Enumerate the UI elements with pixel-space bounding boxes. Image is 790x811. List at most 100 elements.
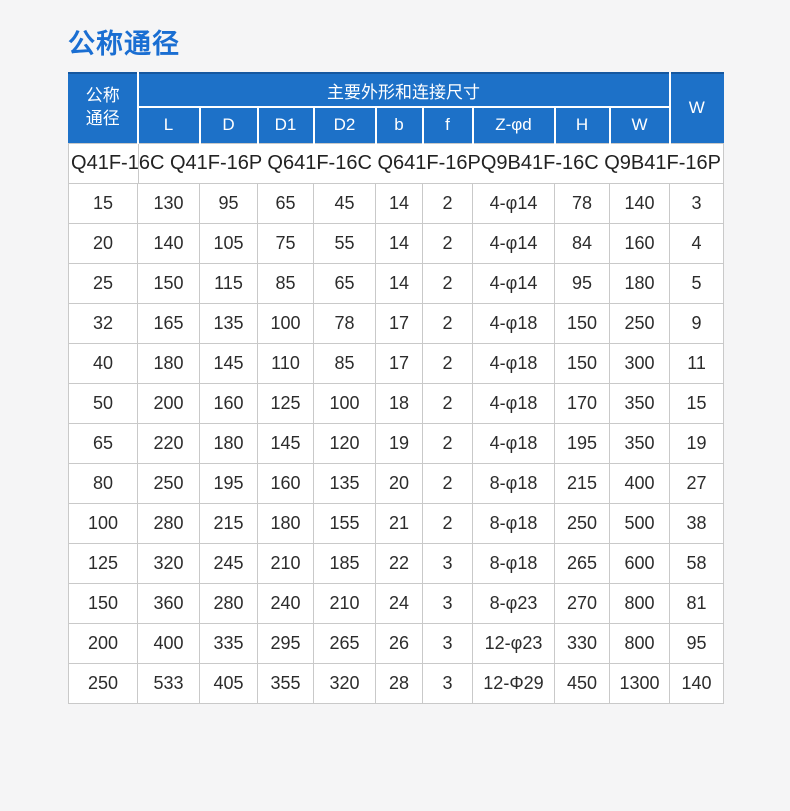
- cell-dn: 15: [68, 182, 138, 224]
- cell-w-outer: 19: [669, 422, 725, 464]
- cell-w-outer: 15: [669, 382, 725, 424]
- cell-h: 250: [554, 502, 610, 544]
- cell-d1: 75: [257, 222, 314, 264]
- cell-h: 265: [554, 542, 610, 584]
- cell-b: 19: [375, 422, 423, 464]
- model-row: Q41F-16C Q41F-16P Q641F-16C Q641F-16PQ9B…: [67, 142, 725, 184]
- col-header-w-outer: W: [668, 72, 725, 144]
- cell-h: 78: [554, 182, 610, 224]
- cell-b: 21: [375, 502, 423, 544]
- cell-d1: 180: [257, 502, 314, 544]
- cell-w-outer: 4: [669, 222, 725, 264]
- cell-d2: 135: [313, 462, 376, 504]
- cell-w: 600: [608, 542, 671, 584]
- cell-d2: 65: [313, 262, 376, 304]
- cell-z-phi-d: 4-φ14: [472, 182, 555, 224]
- cell-b: 14: [375, 182, 423, 224]
- cell-d1: 295: [257, 622, 314, 664]
- cell-dn: 250: [68, 662, 138, 704]
- table-row: 200 400 335 295 265 26 3 12-φ23 330 800 95: [68, 622, 725, 664]
- cell-w-outer: 27: [669, 462, 725, 504]
- cell-dn: 200: [68, 622, 138, 664]
- cell-w: 140: [608, 182, 671, 224]
- cell-h: 450: [554, 662, 610, 704]
- model-list: Q41F-16C Q41F-16P Q641F-16C Q641F-16PQ9B…: [67, 142, 725, 184]
- cell-f: 3: [422, 542, 473, 584]
- model-row-body: Q41F-16C Q41F-16P Q641F-16C Q641F-16PQ9B…: [67, 142, 725, 184]
- cell-z-phi-d: 4-φ18: [472, 302, 555, 344]
- cell-dn: 40: [68, 342, 138, 384]
- cell-w-outer: 58: [669, 542, 725, 584]
- cell-l: 533: [137, 662, 200, 704]
- cell-f: 3: [422, 622, 473, 664]
- cell-w-outer: 11: [669, 342, 725, 384]
- cell-dn: 100: [68, 502, 138, 544]
- cell-f: 2: [422, 382, 473, 424]
- cell-dn: 150: [68, 582, 138, 624]
- table-row: 150 360 280 240 210 24 3 8-φ23 270 800 81: [68, 582, 725, 624]
- table-header: 公称 通径 主要外形和连接尺寸 W L D D1 D2 b f Z-φd H W: [68, 72, 725, 144]
- cell-dn: 32: [68, 302, 138, 344]
- cell-d: 195: [199, 462, 258, 504]
- cell-b: 22: [375, 542, 423, 584]
- cell-w-outer: 140: [669, 662, 725, 704]
- cell-dn: 125: [68, 542, 138, 584]
- cell-l: 280: [137, 502, 200, 544]
- cell-w-outer: 9: [669, 302, 725, 344]
- cell-d2: 320: [313, 662, 376, 704]
- cell-d: 215: [199, 502, 258, 544]
- cell-w: 250: [608, 302, 671, 344]
- cell-f: 2: [422, 342, 473, 384]
- page-title: 公称通径: [68, 29, 180, 59]
- cell-w: 800: [608, 582, 671, 624]
- cell-d2: 45: [313, 182, 376, 224]
- cell-d1: 210: [257, 542, 314, 584]
- cell-w-outer: 81: [669, 582, 725, 624]
- cell-d: 95: [199, 182, 258, 224]
- cell-f: 2: [422, 222, 473, 264]
- cell-b: 26: [375, 622, 423, 664]
- header-row-sub: L D D1 D2 b f Z-φd H W: [69, 106, 724, 144]
- cell-l: 130: [137, 182, 200, 224]
- cell-d1: 85: [257, 262, 314, 304]
- cell-b: 17: [375, 342, 423, 384]
- cell-h: 84: [554, 222, 610, 264]
- cell-l: 400: [137, 622, 200, 664]
- col-header-z-phi-d: Z-φd: [471, 106, 556, 144]
- col-header-f: f: [421, 106, 474, 144]
- cell-d1: 240: [257, 582, 314, 624]
- cell-z-phi-d: 8-φ23: [472, 582, 555, 624]
- cell-d: 105: [199, 222, 258, 264]
- cell-z-phi-d: 4-φ18: [472, 422, 555, 464]
- cell-w: 400: [608, 462, 671, 504]
- cell-l: 150: [137, 262, 200, 304]
- cell-dn: 20: [68, 222, 138, 264]
- cell-w-outer: 38: [669, 502, 725, 544]
- table-row: 40 180 145 110 85 17 2 4-φ18 150 300 11: [68, 342, 725, 384]
- cell-h: 170: [554, 382, 610, 424]
- cell-w-outer: 95: [669, 622, 725, 664]
- col-header-group-dimensions: 主要外形和连接尺寸: [136, 72, 671, 108]
- cell-d: 135: [199, 302, 258, 344]
- cell-l: 320: [137, 542, 200, 584]
- cell-l: 360: [137, 582, 200, 624]
- cell-d2: 185: [313, 542, 376, 584]
- cell-h: 270: [554, 582, 610, 624]
- cell-f: 2: [422, 462, 473, 504]
- cell-f: 2: [422, 182, 473, 224]
- cell-z-phi-d: 4-φ18: [472, 382, 555, 424]
- table-row: 50 200 160 125 100 18 2 4-φ18 170 350 15: [68, 382, 725, 424]
- cell-w: 300: [608, 342, 671, 384]
- col-header-b: b: [374, 106, 424, 144]
- dimension-spec-table: 公称 通径 主要外形和连接尺寸 W L D D1 D2 b f Z-φd H W…: [67, 72, 725, 704]
- cell-f: 2: [422, 302, 473, 344]
- cell-d: 145: [199, 342, 258, 384]
- cell-z-phi-d: 8-φ18: [472, 542, 555, 584]
- col-header-d1: D1: [256, 106, 315, 144]
- cell-w: 160: [608, 222, 671, 264]
- col-header-l: L: [136, 106, 201, 144]
- cell-h: 195: [554, 422, 610, 464]
- cell-d: 115: [199, 262, 258, 304]
- col-header-h: H: [553, 106, 611, 144]
- cell-d1: 65: [257, 182, 314, 224]
